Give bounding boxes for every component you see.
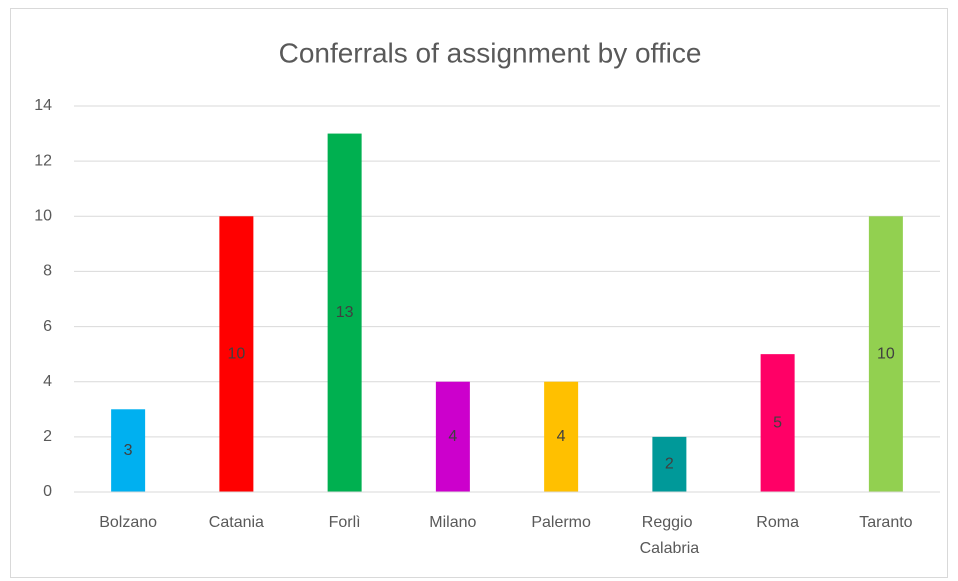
y-tick-label: 6 — [43, 318, 52, 335]
data-label: 4 — [557, 428, 566, 445]
y-tick-label: 4 — [43, 373, 52, 390]
data-label: 10 — [877, 345, 895, 362]
bar — [219, 216, 254, 493]
bar — [652, 436, 687, 492]
y-tick-label: 12 — [34, 152, 52, 169]
y-tick-label: 10 — [34, 208, 52, 225]
x-tick-label: Palermo — [531, 514, 591, 531]
chart-title: Conferrals of assignment by office — [279, 37, 702, 68]
bar — [435, 381, 470, 492]
y-tick-label: 8 — [43, 263, 52, 280]
x-tick-label: Forlì — [329, 514, 361, 531]
data-label: 13 — [336, 304, 354, 321]
y-tick-label: 2 — [43, 428, 52, 445]
data-label: 4 — [448, 428, 457, 445]
data-label: 2 — [665, 456, 674, 473]
bar — [544, 381, 579, 492]
x-tick-label: Roma — [756, 514, 799, 531]
bar — [111, 409, 146, 492]
data-label: 3 — [124, 442, 133, 459]
x-tick-label: Catania — [209, 514, 264, 531]
x-tick-label: Reggio Calabria — [640, 514, 700, 557]
y-tick-label: 14 — [34, 97, 52, 114]
x-tick-label: Milano — [429, 514, 476, 531]
x-tick-label: Bolzano — [99, 514, 157, 531]
bar — [327, 133, 362, 493]
data-label: 10 — [227, 345, 245, 362]
y-tick-label: 0 — [43, 483, 52, 500]
x-tick-label: Taranto — [859, 514, 912, 531]
bar — [868, 216, 903, 493]
data-label: 5 — [773, 414, 782, 431]
bar — [760, 354, 795, 492]
